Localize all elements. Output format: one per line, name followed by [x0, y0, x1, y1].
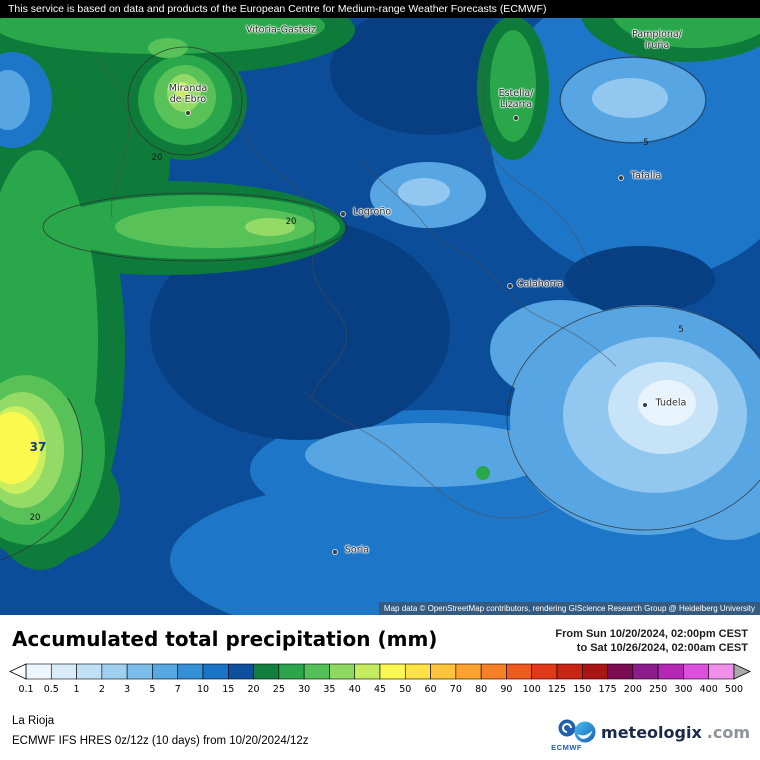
svg-text:2: 2: [99, 684, 105, 695]
model-run-label: ECMWF IFS HRES 0z/12z (10 days) from 10/…: [12, 735, 309, 747]
map-attribution: Map data © OpenStreetMap contributors, r…: [378, 602, 760, 615]
svg-text:100: 100: [523, 684, 541, 695]
precipitation-map: This service is based on data and produc…: [0, 0, 760, 615]
svg-text:400: 400: [700, 684, 718, 695]
meteologix-logo-icon: [574, 721, 596, 743]
svg-text:15: 15: [222, 684, 234, 695]
svg-text:7: 7: [175, 684, 181, 695]
isoline-contours: [0, 46, 760, 561]
svg-text:3: 3: [124, 684, 130, 695]
city-dot: [333, 550, 337, 554]
ecmwf-logo-icon: [558, 719, 576, 737]
precip-left-edge-blue: [0, 52, 52, 148]
city-layer: Vitoria-Gasteiz Miranda de Ebro Pamplona/Ir…: [168, 24, 687, 556]
svg-text:0.5: 0.5: [44, 684, 59, 695]
city-dot: [508, 284, 512, 288]
city-dot: [186, 111, 190, 115]
service-banner-text: This service is based on data and produc…: [8, 3, 547, 15]
contour-label-layer: 20 20 5 5 37 20: [29, 138, 684, 523]
legend-title: Accumulated total precipitation (mm): [12, 627, 438, 651]
svg-text:30: 30: [298, 684, 310, 695]
region-label: La Rioja: [12, 715, 55, 727]
city-label: Miranda de Ebro: [168, 83, 208, 105]
city-label: Soria: [344, 544, 370, 556]
ecmwf-wordmark: ECMWF: [551, 743, 582, 752]
map-attribution-text: Map data © OpenStreetMap contributors, r…: [383, 604, 755, 613]
period-to: to Sat 10/26/2024, 02:00am CEST: [576, 642, 748, 654]
svg-text:45: 45: [374, 684, 386, 695]
svg-text:10: 10: [197, 684, 209, 695]
svg-text:50: 50: [399, 684, 411, 695]
svg-text:5: 5: [149, 684, 155, 695]
meteologix-tld: .com: [706, 722, 750, 742]
city-label: Pamplona/Iruña: [632, 29, 682, 51]
period-from: From Sun 10/20/2024, 02:00pm CEST: [555, 628, 748, 640]
city-label: Calahorra: [516, 278, 564, 290]
city-label: Vitoria-Gasteiz: [246, 24, 316, 36]
svg-text:90: 90: [500, 684, 512, 695]
city-label: Estella/Lizarra: [498, 88, 534, 110]
precipitation-field-map: [0, 0, 760, 615]
contour-value-label: 20: [285, 217, 297, 227]
precip-pale-blue: [398, 78, 747, 493]
contour-value-label: 5: [678, 325, 684, 335]
svg-text:175: 175: [599, 684, 617, 695]
svg-text:70: 70: [450, 684, 462, 695]
contour-value-label: 37: [29, 440, 47, 454]
svg-text:80: 80: [475, 684, 487, 695]
meteologix-logo[interactable]: meteologix .com: [574, 721, 750, 743]
svg-text:200: 200: [624, 684, 642, 695]
svg-text:60: 60: [425, 684, 437, 695]
meteologix-wordmark: meteologix: [601, 722, 702, 742]
city-label: Tudela: [655, 397, 687, 409]
ecmwf-logo[interactable]: ECMWF: [551, 719, 582, 752]
svg-text:125: 125: [548, 684, 566, 695]
svg-text:25: 25: [273, 684, 285, 695]
contour-value-label: 5: [643, 138, 649, 148]
city-dot: [514, 116, 518, 120]
precipitation-color-scale: 0.1 0.5 1 2 3 5 7 10 15 20 25 30 35 40 45 50 60 70 80 90 100…: [9, 663, 751, 695]
city-dot: [341, 212, 345, 216]
city-dot: [619, 176, 623, 180]
svg-text:35: 35: [323, 684, 335, 695]
contour-value-label: 20: [151, 153, 163, 163]
svg-text:1: 1: [74, 684, 80, 695]
svg-text:300: 300: [674, 684, 692, 695]
admin-borders: [94, 57, 617, 519]
svg-text:0.1: 0.1: [18, 684, 33, 695]
valid-period: From Sun 10/20/2024, 02:00pm CEST to Sat…: [555, 627, 748, 655]
legend-panel: Accumulated total precipitation (mm) Fro…: [0, 615, 760, 760]
precip-light-green: [0, 38, 315, 525]
svg-text:40: 40: [349, 684, 361, 695]
contour-value-label: 20: [29, 513, 41, 523]
city-dot: [643, 403, 647, 407]
city-label: Logroño: [352, 206, 392, 218]
city-label: Tafalla: [630, 170, 662, 182]
svg-text:500: 500: [725, 684, 743, 695]
ecmwf-service-banner: This service is based on data and produc…: [0, 0, 760, 18]
svg-text:150: 150: [573, 684, 591, 695]
svg-text:250: 250: [649, 684, 667, 695]
svg-text:20: 20: [248, 684, 260, 695]
